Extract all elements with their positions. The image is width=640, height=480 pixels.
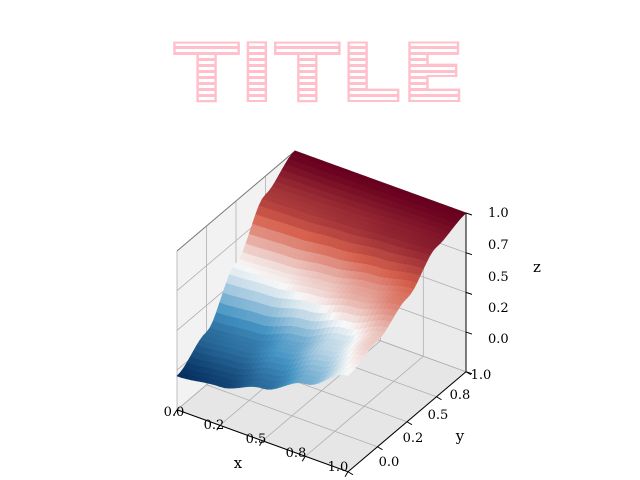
title-stripe [160, 10, 480, 13]
title-stripe [174, 46, 466, 49]
title-stripe [174, 58, 466, 61]
y-axis-label: y [455, 427, 465, 445]
surface-mesh [176, 150, 467, 390]
title-stripe [174, 40, 466, 43]
z-tick-mark [465, 331, 473, 335]
x-tick-mark [259, 440, 263, 447]
surface-patch [342, 371, 352, 376]
y-tick-label: 0.0 [379, 455, 400, 470]
x-tick-label: 0.8 [286, 446, 307, 461]
title-stripe [174, 70, 466, 73]
title-stripe [174, 52, 466, 55]
title-stripe [174, 28, 466, 31]
x-tick-mark [173, 409, 178, 416]
x-axis-label: x [234, 454, 243, 472]
z-tick-mark [465, 291, 473, 295]
z-tick-label: 0.2 [488, 301, 509, 316]
title-stripe [160, 16, 480, 19]
x-tick-mark [216, 424, 221, 431]
y-tick-mark [465, 371, 472, 376]
y-tick-mark [377, 446, 383, 451]
z-tick-mark [465, 212, 473, 216]
axes-lines [173, 212, 473, 478]
chart-title: TITLE [174, 27, 466, 120]
y-tick-label: 1.0 [471, 368, 492, 383]
x-tick-label: 0.0 [164, 405, 185, 420]
z-tick-label: 0.0 [488, 332, 509, 347]
title-stripe [174, 82, 466, 85]
x-tick-label: 0.2 [204, 418, 225, 433]
x-tick-mark [301, 455, 306, 462]
y-tick-mark [436, 396, 442, 401]
title-stripe [174, 100, 466, 103]
y-tick-labels: 0.0 0.2 0.5 0.8 1.0 [379, 368, 492, 470]
title-stripes [160, 10, 480, 109]
title-stripe [174, 106, 466, 109]
chart-title-group: TITLE [160, 10, 480, 121]
x-tick-label: 0.5 [246, 432, 267, 447]
z-tick-labels: 0.0 0.2 0.5 0.7 1.0 [488, 206, 509, 347]
y-tick-mark [406, 421, 413, 426]
z-axis-label: z [533, 258, 541, 276]
z-tick-label: 1.0 [488, 206, 509, 221]
z-tick-label: 0.7 [488, 238, 509, 253]
y-tick-label: 0.8 [450, 388, 471, 403]
title-stripe [174, 88, 466, 91]
y-tick-mark [347, 471, 354, 476]
grid-line-y [206, 226, 378, 448]
title-stripe [174, 76, 466, 79]
z-tick-label: 0.5 [488, 270, 509, 285]
y-tick-label: 0.5 [428, 408, 449, 423]
y-tick-label: 0.2 [403, 431, 424, 446]
title-stripe [174, 64, 466, 67]
x-tick-label: 1.0 [328, 460, 349, 475]
title-stripe [160, 22, 480, 25]
z-tick-mark [465, 252, 473, 256]
title-stripe [174, 94, 466, 97]
x-tick-labels: 0.0 0.2 0.5 0.8 1.0 [164, 405, 349, 475]
x-tick-mark [344, 471, 349, 478]
title-stripe [174, 34, 466, 37]
